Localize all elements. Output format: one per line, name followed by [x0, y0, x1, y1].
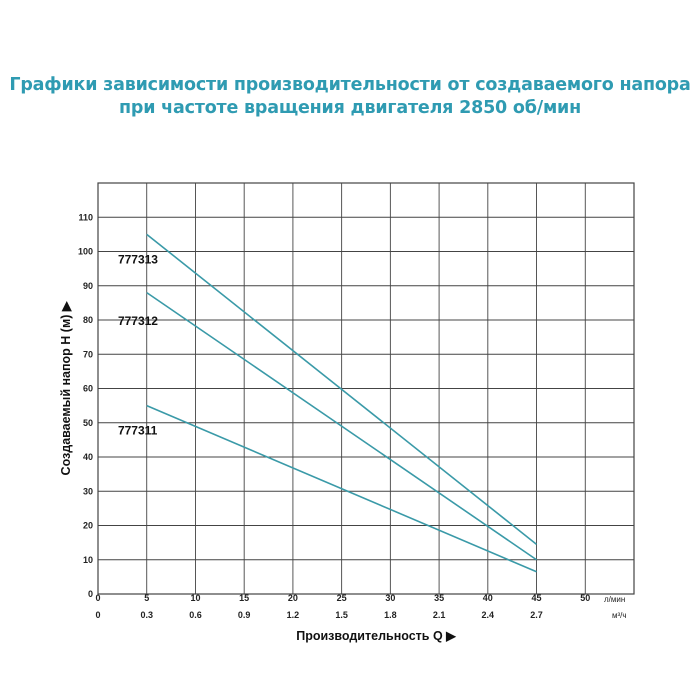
- x-tick-label: 25: [337, 593, 347, 603]
- x2-tick-label: 2.1: [433, 610, 446, 620]
- x2-tick-label: 2.4: [482, 610, 495, 620]
- x2-axis-unit: м³/ч: [612, 611, 627, 620]
- x2-axis-ticks: 0 0.3 0.6 0.9 1.2 1.5 1.8 2.1 2.4 2.7: [95, 610, 542, 620]
- chart-title: Графики зависимости производительности о…: [0, 74, 700, 120]
- y-tick-label: 110: [78, 212, 93, 222]
- x-tick-label: 40: [483, 593, 493, 603]
- y-tick-label: 100: [78, 247, 93, 257]
- y-tick-label: 50: [83, 418, 93, 428]
- y-tick-label: 30: [83, 486, 93, 496]
- x2-tick-label: 1.8: [384, 610, 397, 620]
- x2-tick-label: 0: [95, 610, 100, 620]
- y-tick-label: 20: [83, 521, 93, 531]
- y-axis-ticks: 0 10 20 30 40 50 60 70 80 90 100 110: [78, 212, 93, 599]
- y-tick-label: 60: [83, 384, 93, 394]
- y-tick-label: 10: [83, 555, 93, 565]
- series-labels: 777313 777312 777311: [118, 252, 158, 437]
- series-label-777312: 777312: [118, 314, 158, 328]
- x-tick-label: 35: [434, 593, 444, 603]
- series-lines: [146, 233, 538, 573]
- x2-tick-label: 1.2: [287, 610, 300, 620]
- series-line-777312: [146, 291, 537, 561]
- x-tick-label: 5: [144, 593, 149, 603]
- y-tick-label: 90: [83, 281, 93, 291]
- x-tick-label: 20: [288, 593, 298, 603]
- x-tick-label: 50: [580, 593, 590, 603]
- series-line-777313: [146, 233, 538, 545]
- x2-tick-label: 0.9: [238, 610, 251, 620]
- chart-title-line-1: Графики зависимости производительности о…: [9, 75, 691, 95]
- x2-tick-label: 0.3: [140, 610, 153, 620]
- x-tick-label: 0: [95, 593, 100, 603]
- series-label-777313: 777313: [118, 252, 158, 266]
- y-axis-label: Создаваемый напор H (м) ▶: [59, 300, 73, 475]
- y-tick-label: 40: [83, 452, 93, 462]
- x-tick-label: 10: [190, 593, 200, 603]
- x2-tick-label: 0.6: [189, 610, 202, 620]
- x-axis-label: Производительность Q ▶: [296, 629, 457, 643]
- x-tick-label: 30: [385, 593, 395, 603]
- x-tick-label: 45: [532, 593, 542, 603]
- x-axis-unit: л/мин: [604, 595, 625, 604]
- x2-tick-label: 1.5: [335, 610, 348, 620]
- y-tick-label: 0: [88, 589, 93, 599]
- y-tick-label: 80: [83, 315, 93, 325]
- series-line-777311: [146, 404, 537, 573]
- series-label-777311: 777311: [118, 424, 158, 438]
- y-tick-label: 70: [83, 349, 93, 359]
- x-axis-ticks: 0 5 10 15 20 25 30 35 40 45 50: [95, 593, 590, 603]
- x-tick-label: 15: [239, 593, 249, 603]
- x2-tick-label: 2.7: [530, 610, 543, 620]
- chart-title-line-2: при частоте вращения двигателя 2850 об/м…: [118, 98, 581, 118]
- chart-grid: [97, 182, 635, 595]
